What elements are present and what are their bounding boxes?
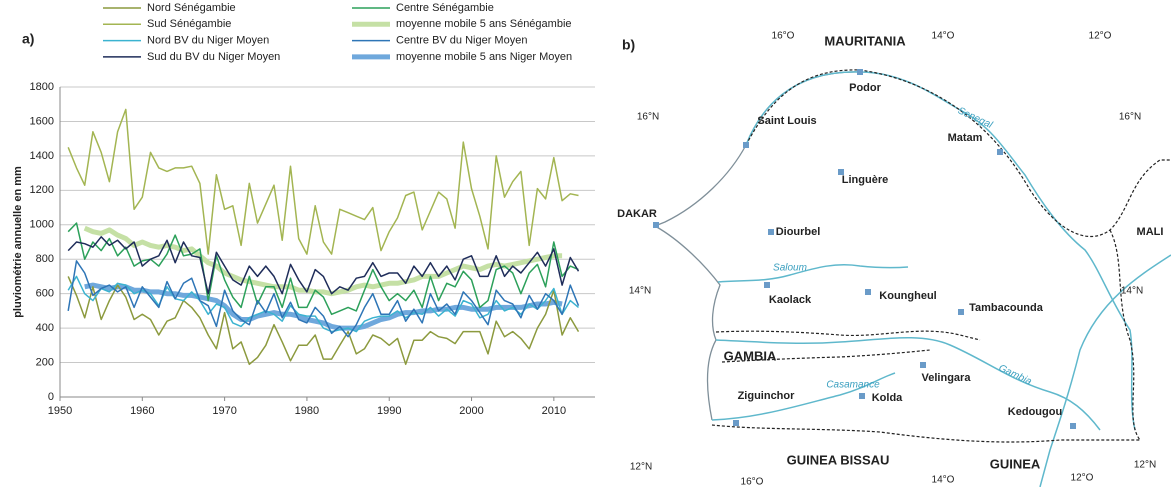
x-tick-label: 1960 xyxy=(130,405,154,417)
map-label: Ziguinchor xyxy=(738,390,796,402)
legend-label: moyenne mobile 5 ans Sénégambie xyxy=(396,18,572,30)
map-label: Casamance xyxy=(826,380,880,391)
y-tick-label: 600 xyxy=(36,288,54,300)
map-label: 12°N xyxy=(1134,460,1156,471)
city-marker xyxy=(1070,423,1076,429)
city-marker xyxy=(733,420,739,426)
map-label: MAURITANIA xyxy=(824,33,906,48)
city-marker xyxy=(857,69,863,75)
map-label: Linguère xyxy=(842,174,888,186)
map-label: 16°N xyxy=(637,112,659,123)
map-label: GAMBIA xyxy=(724,348,777,363)
y-tick-label: 1000 xyxy=(30,219,54,231)
y-tick-label: 200 xyxy=(36,356,54,368)
city-marker xyxy=(743,142,749,148)
map-label: Senegal xyxy=(956,105,995,131)
legend-label: Centre Sénégambie xyxy=(396,2,494,14)
city-marker xyxy=(838,169,844,175)
series-line xyxy=(67,275,579,333)
border xyxy=(711,69,1171,443)
city-marker xyxy=(958,309,964,315)
x-tick-label: 1970 xyxy=(212,405,236,417)
series-line xyxy=(83,225,563,297)
city-marker xyxy=(920,362,926,368)
map-label: Kedougou xyxy=(1008,406,1062,418)
x-tick-label: 2010 xyxy=(542,405,566,417)
legend-label: Nord Sénégambie xyxy=(147,2,236,14)
map-label: 16°O xyxy=(772,31,795,42)
city-marker xyxy=(859,393,865,399)
y-tick-label: 1200 xyxy=(30,184,54,196)
y-tick-label: 0 xyxy=(48,391,54,403)
series-line xyxy=(67,236,580,295)
map-label: Koungheul xyxy=(879,290,936,302)
map-label: Kolda xyxy=(872,392,903,404)
map-label: 14°O xyxy=(932,475,955,486)
map-label: Saint Louis xyxy=(757,115,816,127)
casamance-river xyxy=(711,372,896,421)
senegal-river xyxy=(745,71,1136,431)
niger-river xyxy=(1039,254,1171,487)
legend-label: Centre BV du Niger Moyen xyxy=(396,35,527,47)
city-marker xyxy=(768,229,774,235)
map-label: Velingara xyxy=(922,372,972,384)
y-axis-label: pluviométrie annuelle en mm xyxy=(12,166,24,318)
city-marker xyxy=(653,222,659,228)
map-label: Podor xyxy=(849,82,881,94)
panel-label: a) xyxy=(22,31,34,47)
x-tick-label: 1950 xyxy=(48,405,72,417)
map-label: DAKAR xyxy=(617,208,657,220)
legend-label: Sud Sénégambie xyxy=(147,18,231,30)
map-label: Saloum xyxy=(773,263,807,274)
panel-label: b) xyxy=(622,37,635,53)
map-label: Diourbel xyxy=(776,226,821,238)
y-tick-label: 1800 xyxy=(30,81,54,93)
series-line xyxy=(67,108,579,255)
map-label: 16°N xyxy=(1119,112,1141,123)
series-line xyxy=(67,276,580,366)
map-label: 16°O xyxy=(741,477,764,487)
y-tick-label: 400 xyxy=(36,322,54,334)
gambia-river xyxy=(715,337,1101,431)
legend-label: Nord BV du Niger Moyen xyxy=(147,35,269,47)
map-label: GUINEA xyxy=(990,456,1041,471)
y-tick-label: 1600 xyxy=(30,115,54,127)
x-tick-label: 2000 xyxy=(459,405,483,417)
series-line xyxy=(67,260,580,338)
city-marker xyxy=(997,149,1003,155)
map-label: 14°N xyxy=(629,286,651,297)
city-marker xyxy=(764,282,770,288)
map-label: 14°O xyxy=(932,31,955,42)
x-tick-label: 1980 xyxy=(295,405,319,417)
map-label: MALI xyxy=(1137,226,1164,238)
legend-label: moyenne mobile 5 ans Niger Moyen xyxy=(396,51,572,63)
map-label: 12°N xyxy=(630,462,652,473)
saloum-river xyxy=(717,263,909,283)
map-label: Gambia xyxy=(997,363,1034,388)
map-label: 12°O xyxy=(1071,473,1094,484)
series-line xyxy=(67,222,579,316)
map-label: 14°N xyxy=(1121,286,1143,297)
y-tick-label: 1400 xyxy=(30,150,54,162)
x-tick-label: 1990 xyxy=(377,405,401,417)
city-marker xyxy=(865,289,871,295)
legend-label: Sud du BV du Niger Moyen xyxy=(147,51,280,63)
map-label: Tambacounda xyxy=(969,302,1044,314)
map-label: Matam xyxy=(948,132,983,144)
map: b) xyxy=(622,37,1171,487)
map-label: GUINEA BISSAU xyxy=(787,452,890,467)
map-label: Kaolack xyxy=(769,294,812,306)
map-label: 12°O xyxy=(1089,31,1112,42)
y-tick-label: 800 xyxy=(36,253,54,265)
